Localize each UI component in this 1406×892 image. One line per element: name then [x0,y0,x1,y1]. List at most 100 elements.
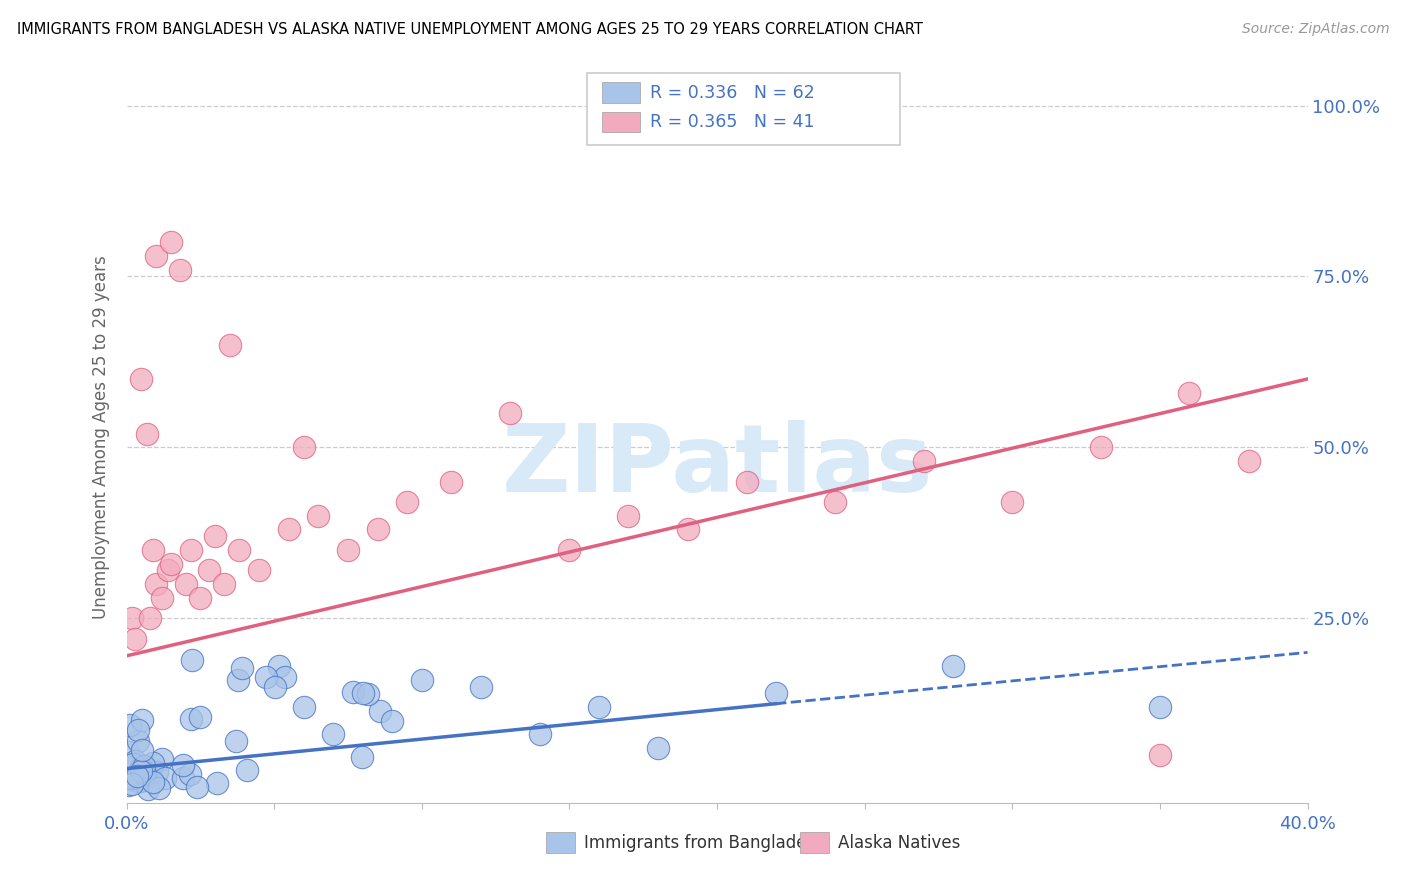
Point [292,700,315,714]
Point [134,767,156,781]
Point [117,745,139,759]
Point [129,372,153,386]
Text: Source: ZipAtlas.com: Source: ZipAtlas.com [1241,22,1389,37]
Point [765,686,787,700]
Point [129,774,152,789]
Point [172,771,194,785]
Point [228,542,250,557]
Text: Immigrants from Bangladesh: Immigrants from Bangladesh [583,834,825,852]
Point [1001,495,1024,509]
Text: R = 0.336   N = 62: R = 0.336 N = 62 [650,84,814,102]
Text: ZIPatlas: ZIPatlas [502,420,932,512]
Point [367,522,389,536]
Point [188,591,212,605]
Point [1178,385,1201,400]
Point [174,577,197,591]
Bar [603,112,640,132]
Point [136,426,159,441]
Point [912,454,935,468]
Point [470,680,492,694]
Point [127,733,149,747]
Point [156,563,179,577]
Point [198,563,221,577]
Point [249,563,271,577]
Point [148,780,170,795]
Point [292,440,315,454]
Point [236,764,259,778]
Point [181,653,204,667]
Point [942,659,965,673]
Point [153,771,176,785]
Point [396,495,419,509]
Point [127,723,149,737]
Point [617,508,640,523]
Point [118,718,141,732]
Text: IMMIGRANTS FROM BANGLADESH VS ALASKA NATIVE UNEMPLOYMENT AMONG AGES 25 TO 29 YEA: IMMIGRANTS FROM BANGLADESH VS ALASKA NAT… [17,22,922,37]
Point [132,773,155,788]
Point [350,750,373,764]
Point [121,777,143,791]
Point [132,758,155,772]
Point [145,249,167,263]
Point [121,756,143,771]
Point [735,475,758,489]
Point [186,780,208,794]
Point [1237,454,1260,468]
Point [205,775,228,789]
Point [115,771,138,785]
Point [225,734,247,748]
Point [264,680,287,694]
Point [179,767,201,781]
Point [588,700,610,714]
Point [558,542,581,557]
Point [139,611,162,625]
Point [150,591,173,605]
Point [212,577,235,591]
Bar [603,82,640,103]
Point [180,542,202,557]
Point [117,760,139,774]
Point [226,673,249,687]
FancyBboxPatch shape [588,73,900,145]
Point [381,714,404,728]
Point [274,670,297,684]
Point [824,495,846,509]
Point [180,712,202,726]
Point [204,529,226,543]
Point [357,687,380,701]
Point [124,632,146,646]
Point [127,769,149,783]
Point [647,741,669,756]
Point [219,338,242,352]
Point [142,774,165,789]
Point [254,670,277,684]
Point [131,764,153,778]
Point [142,756,165,770]
Point [352,686,374,700]
Point [145,577,167,591]
Point [129,762,152,776]
Point [499,406,522,420]
Point [150,752,173,766]
Point [134,770,156,784]
Point [117,778,139,792]
Point [142,542,165,557]
Point [440,475,463,489]
Point [124,755,146,769]
Point [1149,700,1171,714]
Point [337,542,360,557]
Point [342,685,364,699]
Point [160,235,183,250]
Point [308,508,330,523]
Bar [546,832,575,853]
Point [131,714,153,728]
Point [188,710,211,724]
Point [529,727,551,741]
Point [131,743,153,757]
Point [121,771,143,785]
Bar [800,832,830,853]
Point [160,557,183,571]
Point [146,764,169,779]
Point [1149,747,1171,762]
Point [368,704,391,718]
